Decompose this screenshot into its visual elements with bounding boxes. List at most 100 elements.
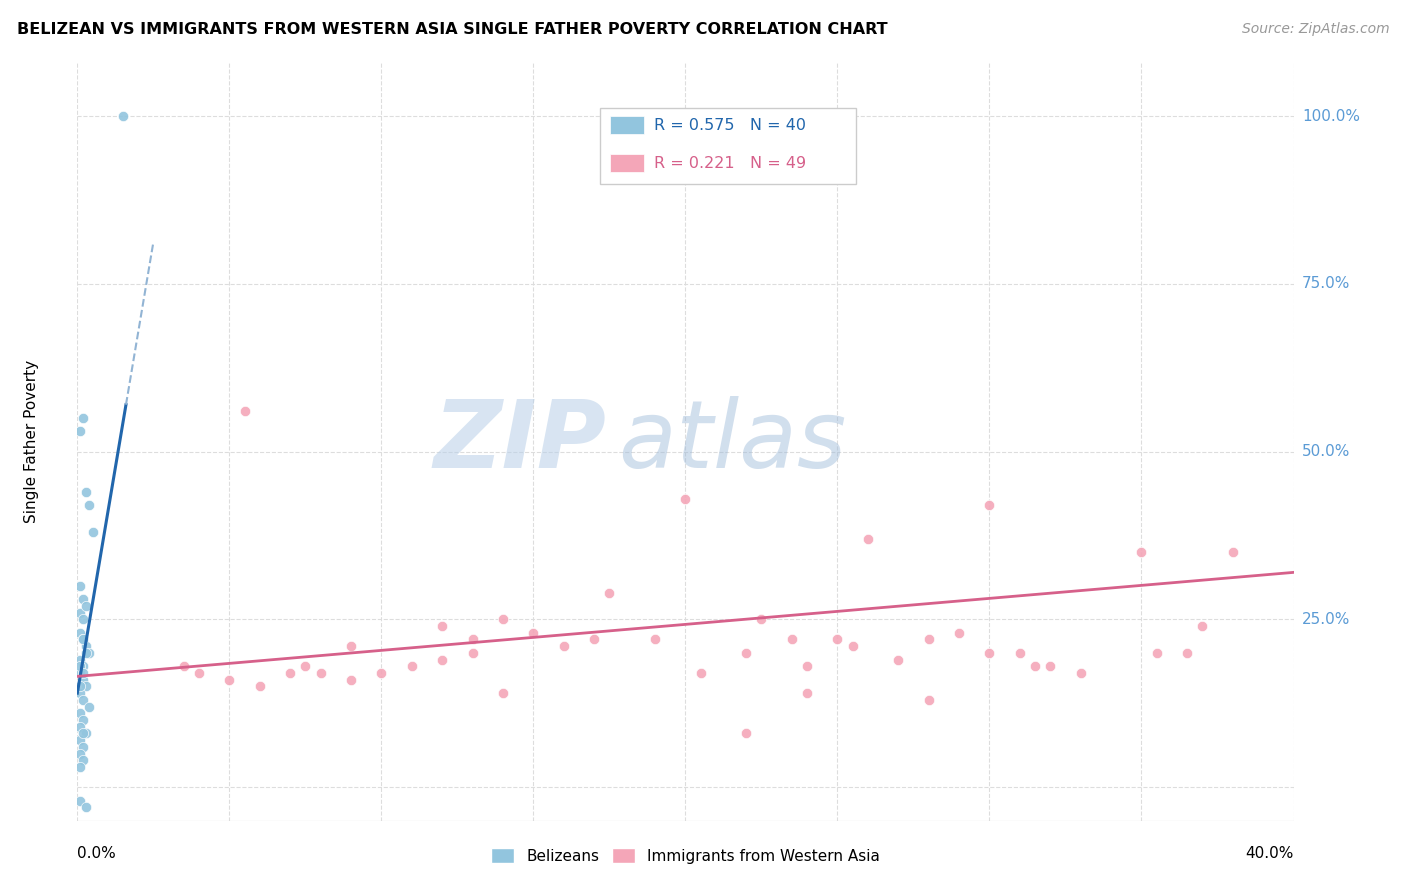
Point: [69, 425, 91, 439]
Point: [69, 680, 91, 694]
Point: [72, 632, 94, 647]
Point: [218, 673, 240, 687]
Text: ZIP: ZIP: [433, 395, 606, 488]
Point: [75, 639, 97, 653]
Point: [689, 666, 711, 681]
Point: [979, 646, 1001, 660]
Text: 40.0%: 40.0%: [1246, 846, 1294, 861]
Point: [75, 680, 97, 694]
Point: [948, 625, 970, 640]
Point: [918, 632, 941, 647]
Point: [430, 619, 453, 633]
Point: [69, 760, 91, 774]
Point: [79, 699, 101, 714]
Point: [1008, 646, 1031, 660]
Point: [644, 632, 666, 647]
Point: [69, 579, 91, 593]
Text: 25.0%: 25.0%: [1302, 612, 1350, 627]
Point: [492, 686, 515, 700]
Point: [79, 646, 101, 660]
Point: [340, 639, 363, 653]
FancyBboxPatch shape: [610, 154, 644, 172]
Text: 50.0%: 50.0%: [1302, 444, 1350, 459]
Point: [780, 632, 803, 647]
Point: [72, 713, 94, 727]
Point: [69, 747, 91, 761]
Point: [309, 666, 332, 681]
Point: [278, 666, 301, 681]
Point: [69, 625, 91, 640]
Point: [461, 646, 484, 660]
Text: BELIZEAN VS IMMIGRANTS FROM WESTERN ASIA SINGLE FATHER POVERTY CORRELATION CHART: BELIZEAN VS IMMIGRANTS FROM WESTERN ASIA…: [17, 22, 887, 37]
Point: [173, 659, 195, 673]
Point: [751, 612, 773, 626]
Point: [401, 659, 423, 673]
Point: [75, 484, 97, 499]
Point: [249, 680, 271, 694]
Point: [583, 632, 606, 647]
Point: [72, 612, 94, 626]
Point: [1130, 545, 1153, 559]
Point: [72, 726, 94, 740]
Point: [111, 109, 134, 123]
Point: [72, 411, 94, 425]
Point: [69, 652, 91, 666]
Point: [887, 652, 910, 666]
Point: [69, 606, 91, 620]
Point: [430, 652, 453, 666]
Point: [856, 532, 879, 546]
Point: [72, 753, 94, 767]
Text: R = 0.575   N = 40: R = 0.575 N = 40: [654, 118, 806, 133]
Point: [1191, 619, 1213, 633]
Text: 0.0%: 0.0%: [77, 846, 117, 861]
Point: [461, 632, 484, 647]
Point: [72, 659, 94, 673]
Point: [796, 659, 818, 673]
Point: [675, 491, 697, 506]
Point: [1222, 545, 1244, 559]
Point: [69, 686, 91, 700]
Point: [75, 599, 97, 613]
Point: [370, 666, 392, 681]
Legend: Belizeans, Immigrants from Western Asia: Belizeans, Immigrants from Western Asia: [485, 842, 886, 870]
Point: [75, 726, 97, 740]
Point: [979, 498, 1001, 512]
Point: [735, 646, 758, 660]
Point: [69, 706, 91, 721]
Point: [72, 666, 94, 681]
Point: [82, 525, 104, 540]
Point: [233, 404, 256, 418]
Point: [1070, 666, 1092, 681]
Text: Single Father Poverty: Single Father Poverty: [24, 360, 38, 523]
Point: [69, 659, 91, 673]
Point: [69, 720, 91, 734]
Point: [796, 686, 818, 700]
Point: [75, 800, 97, 814]
Point: [69, 733, 91, 747]
Point: [1039, 659, 1062, 673]
Text: R = 0.221   N = 49: R = 0.221 N = 49: [654, 156, 806, 170]
Point: [340, 673, 363, 687]
FancyBboxPatch shape: [610, 116, 644, 135]
Point: [188, 666, 211, 681]
Point: [1175, 646, 1198, 660]
Point: [553, 639, 575, 653]
Point: [918, 693, 941, 707]
Point: [827, 632, 849, 647]
Point: [72, 673, 94, 687]
Point: [598, 585, 620, 599]
Text: Source: ZipAtlas.com: Source: ZipAtlas.com: [1241, 22, 1389, 37]
Point: [72, 739, 94, 754]
Text: 75.0%: 75.0%: [1302, 277, 1350, 292]
Point: [69, 666, 91, 681]
Point: [1024, 659, 1046, 673]
Point: [841, 639, 863, 653]
Point: [79, 498, 101, 512]
Point: [72, 693, 94, 707]
FancyBboxPatch shape: [600, 108, 856, 184]
Point: [294, 659, 316, 673]
Point: [522, 625, 544, 640]
Point: [72, 632, 94, 647]
Point: [75, 646, 97, 660]
Text: atlas: atlas: [619, 396, 846, 487]
